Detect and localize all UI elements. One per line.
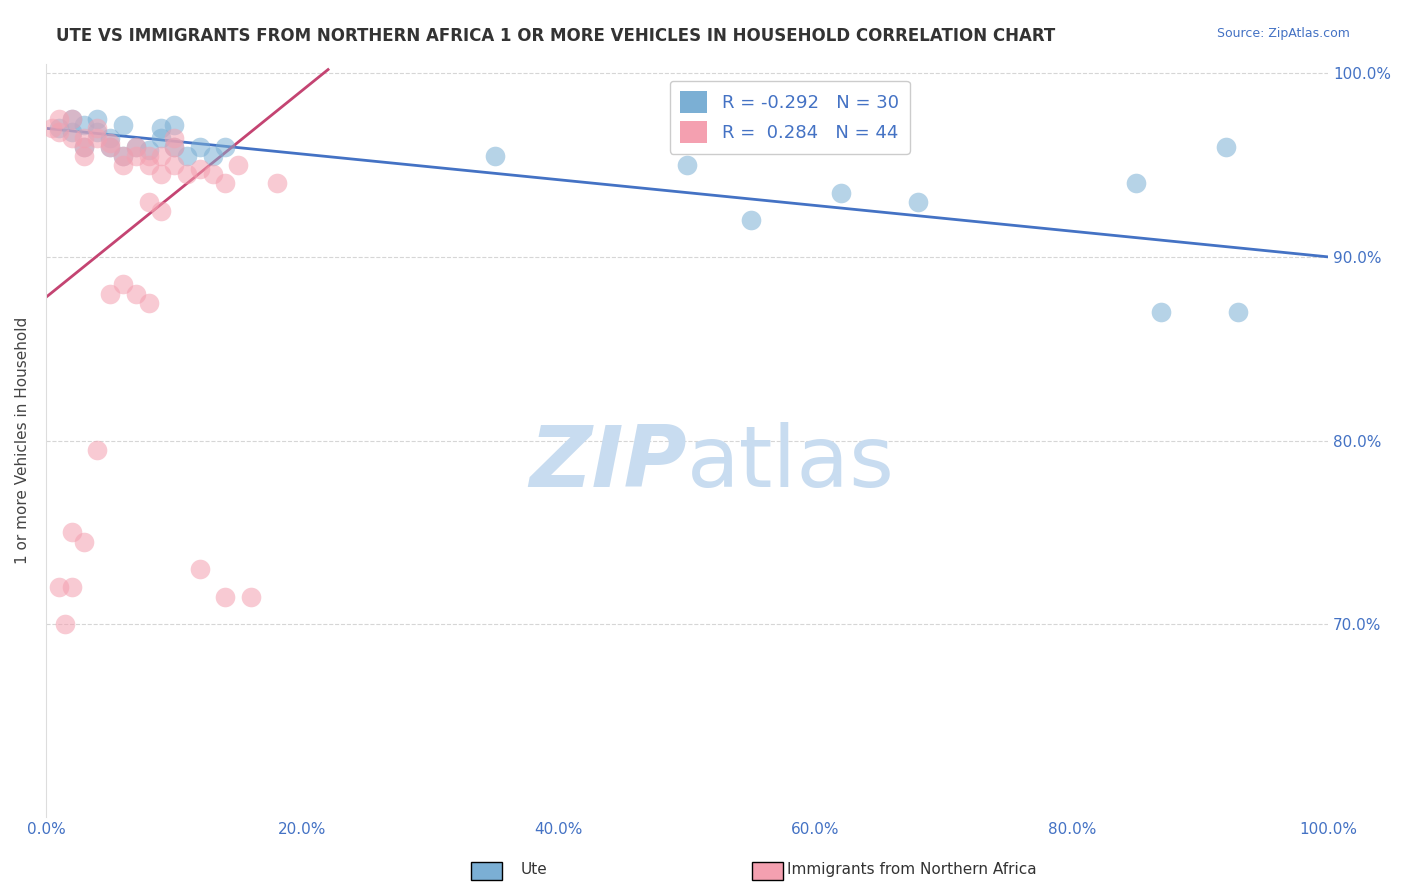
Point bbox=[98, 139, 121, 153]
Point bbox=[86, 130, 108, 145]
Point bbox=[60, 112, 83, 127]
Text: UTE VS IMMIGRANTS FROM NORTHERN AFRICA 1 OR MORE VEHICLES IN HOUSEHOLD CORRELATI: UTE VS IMMIGRANTS FROM NORTHERN AFRICA 1… bbox=[56, 27, 1056, 45]
Point bbox=[86, 442, 108, 457]
Point bbox=[163, 130, 186, 145]
Point bbox=[138, 144, 160, 158]
Point bbox=[41, 121, 63, 136]
Point bbox=[111, 158, 134, 172]
Point bbox=[111, 277, 134, 292]
Text: Ute: Ute bbox=[520, 863, 547, 877]
Point bbox=[98, 130, 121, 145]
Point bbox=[125, 139, 148, 153]
Point bbox=[484, 149, 506, 163]
Point bbox=[201, 149, 224, 163]
Point bbox=[98, 139, 121, 153]
Point bbox=[150, 167, 173, 181]
Point bbox=[138, 194, 160, 209]
Point bbox=[188, 139, 211, 153]
Point bbox=[60, 125, 83, 139]
Point bbox=[138, 295, 160, 310]
Point bbox=[214, 590, 236, 604]
Point bbox=[60, 112, 83, 127]
Point bbox=[163, 139, 186, 153]
Point bbox=[125, 286, 148, 301]
Point bbox=[73, 139, 96, 153]
Point bbox=[1227, 305, 1250, 319]
Point bbox=[73, 149, 96, 163]
Point bbox=[86, 121, 108, 136]
Text: ZIP: ZIP bbox=[530, 422, 688, 505]
Point bbox=[150, 121, 173, 136]
Point bbox=[98, 136, 121, 150]
Point bbox=[73, 534, 96, 549]
Point bbox=[188, 562, 211, 576]
Point bbox=[163, 118, 186, 132]
Point bbox=[676, 158, 699, 172]
Point bbox=[1125, 177, 1147, 191]
Point bbox=[111, 149, 134, 163]
Point bbox=[138, 158, 160, 172]
Point bbox=[111, 118, 134, 132]
Point bbox=[163, 139, 186, 153]
Point bbox=[1150, 305, 1173, 319]
Point bbox=[86, 112, 108, 127]
Point bbox=[98, 286, 121, 301]
Text: Source: ZipAtlas.com: Source: ZipAtlas.com bbox=[1216, 27, 1350, 40]
Point bbox=[150, 149, 173, 163]
Point bbox=[830, 186, 852, 200]
Point bbox=[188, 161, 211, 176]
Legend: R = -0.292   N = 30, R =  0.284   N = 44: R = -0.292 N = 30, R = 0.284 N = 44 bbox=[669, 80, 910, 153]
Text: Immigrants from Northern Africa: Immigrants from Northern Africa bbox=[787, 863, 1038, 877]
Point bbox=[111, 149, 134, 163]
Point bbox=[60, 525, 83, 540]
Point bbox=[266, 177, 288, 191]
Point bbox=[907, 194, 929, 209]
Point bbox=[73, 139, 96, 153]
Point bbox=[48, 581, 70, 595]
Point bbox=[48, 112, 70, 127]
Point bbox=[214, 177, 236, 191]
Point bbox=[1215, 139, 1237, 153]
Point bbox=[150, 130, 173, 145]
Point bbox=[86, 125, 108, 139]
Point bbox=[60, 581, 83, 595]
Point bbox=[176, 167, 198, 181]
Point bbox=[201, 167, 224, 181]
Point bbox=[125, 139, 148, 153]
Point bbox=[73, 130, 96, 145]
Point bbox=[150, 204, 173, 219]
Y-axis label: 1 or more Vehicles in Household: 1 or more Vehicles in Household bbox=[15, 317, 30, 564]
Point bbox=[138, 149, 160, 163]
Point bbox=[163, 158, 186, 172]
Point bbox=[214, 139, 236, 153]
Text: atlas: atlas bbox=[688, 422, 896, 505]
Point bbox=[176, 149, 198, 163]
Point bbox=[125, 149, 148, 163]
Point bbox=[48, 125, 70, 139]
Point bbox=[740, 213, 762, 227]
Point bbox=[240, 590, 263, 604]
Point bbox=[226, 158, 249, 172]
Point bbox=[73, 118, 96, 132]
Point bbox=[48, 121, 70, 136]
Point bbox=[53, 617, 76, 632]
Point bbox=[60, 130, 83, 145]
